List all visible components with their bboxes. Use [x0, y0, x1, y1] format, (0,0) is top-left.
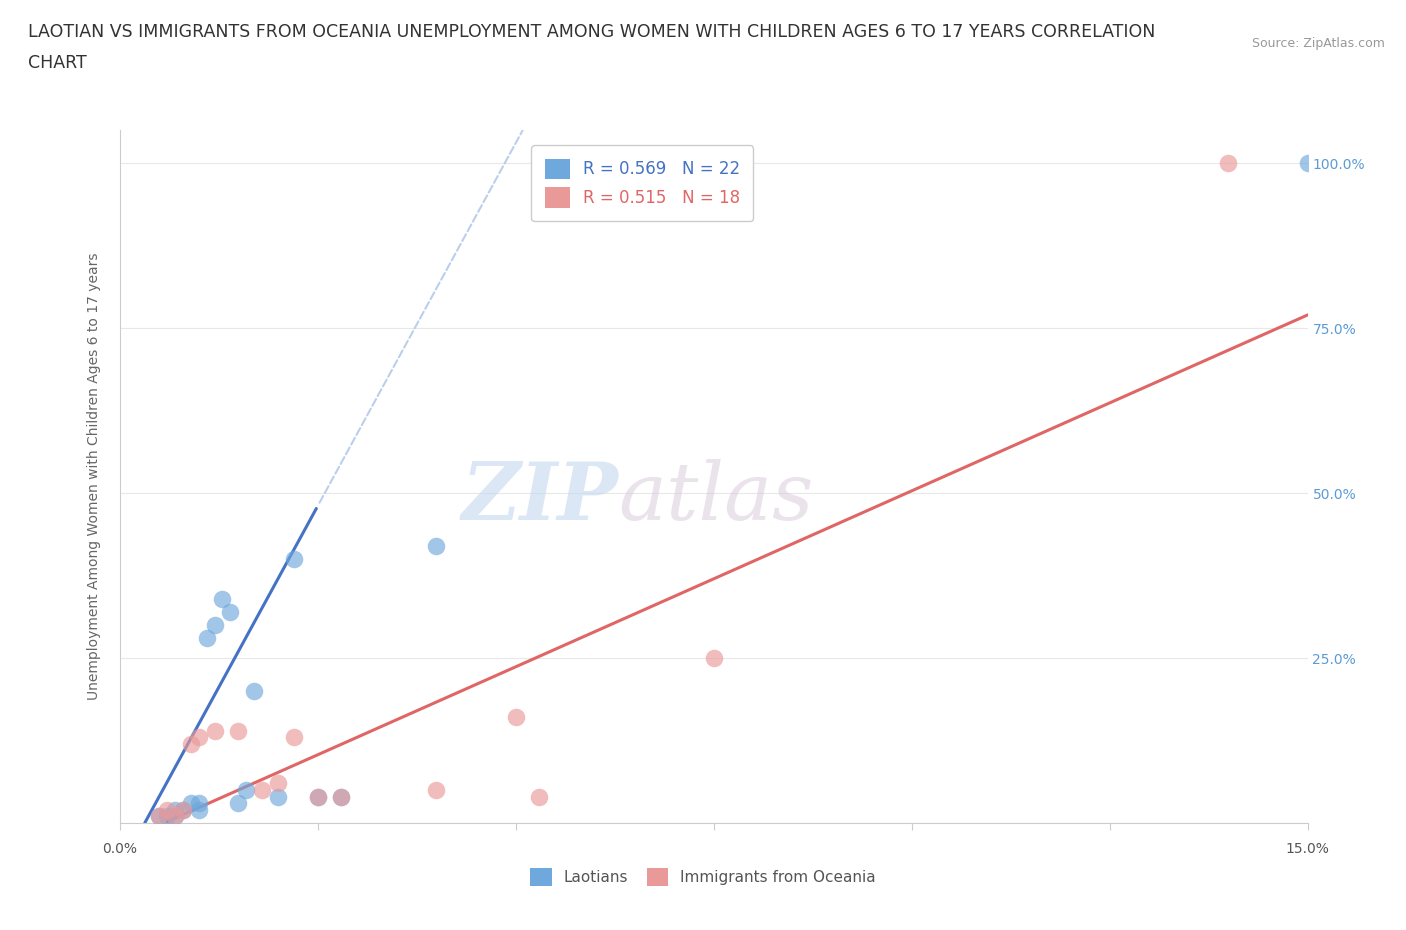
- Point: [204, 724, 226, 738]
- Point: [307, 790, 329, 804]
- Point: [163, 809, 186, 824]
- Point: [148, 809, 170, 824]
- Point: [235, 783, 257, 798]
- Point: [702, 155, 725, 170]
- Point: [163, 809, 186, 824]
- Point: [148, 809, 170, 824]
- Point: [425, 783, 447, 798]
- Point: [243, 684, 266, 698]
- Point: [195, 631, 218, 645]
- Point: [172, 803, 194, 817]
- Legend: R = 0.569   N = 22, R = 0.515   N = 18: R = 0.569 N = 22, R = 0.515 N = 18: [531, 145, 754, 221]
- Point: [702, 651, 725, 666]
- Point: [163, 803, 186, 817]
- Text: Source: ZipAtlas.com: Source: ZipAtlas.com: [1251, 37, 1385, 50]
- Point: [330, 790, 353, 804]
- Text: ZIP: ZIP: [461, 458, 619, 537]
- Point: [250, 783, 273, 798]
- Point: [1218, 155, 1240, 170]
- Point: [228, 724, 250, 738]
- Point: [283, 551, 305, 566]
- Point: [180, 737, 202, 751]
- Point: [156, 809, 179, 824]
- Point: [172, 803, 194, 817]
- Point: [307, 790, 329, 804]
- Point: [180, 796, 202, 811]
- Point: [211, 591, 233, 606]
- Point: [187, 803, 209, 817]
- Point: [156, 803, 179, 817]
- Point: [330, 790, 353, 804]
- Text: LAOTIAN VS IMMIGRANTS FROM OCEANIA UNEMPLOYMENT AMONG WOMEN WITH CHILDREN AGES 6: LAOTIAN VS IMMIGRANTS FROM OCEANIA UNEMP…: [28, 23, 1156, 41]
- Legend: Laotians, Immigrants from Oceania: Laotians, Immigrants from Oceania: [524, 862, 882, 892]
- Point: [187, 730, 209, 745]
- Point: [529, 790, 551, 804]
- Point: [228, 796, 250, 811]
- Point: [267, 790, 290, 804]
- Text: 0.0%: 0.0%: [103, 842, 136, 857]
- Point: [187, 796, 209, 811]
- Point: [505, 710, 527, 724]
- Point: [267, 776, 290, 790]
- Point: [204, 618, 226, 632]
- Point: [219, 604, 242, 619]
- Point: [283, 730, 305, 745]
- Point: [425, 538, 447, 553]
- Point: [1296, 155, 1319, 170]
- Text: CHART: CHART: [28, 54, 87, 72]
- Text: 15.0%: 15.0%: [1285, 842, 1330, 857]
- Text: atlas: atlas: [619, 458, 814, 537]
- Y-axis label: Unemployment Among Women with Children Ages 6 to 17 years: Unemployment Among Women with Children A…: [87, 253, 101, 700]
